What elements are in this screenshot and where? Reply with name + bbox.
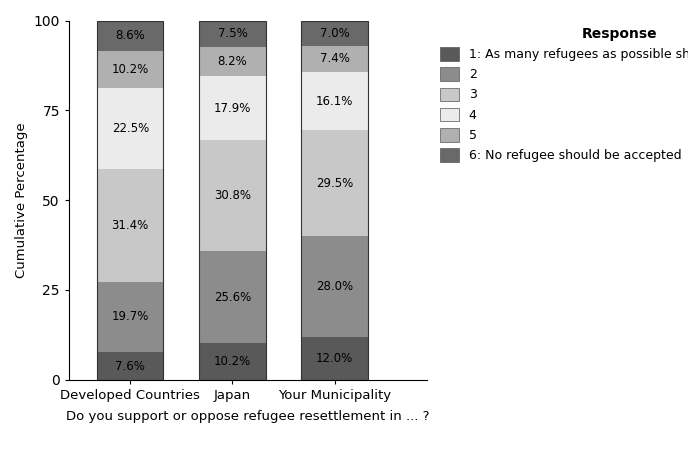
Bar: [97, 88, 164, 169]
Text: 10.2%: 10.2%: [111, 63, 149, 76]
Text: 7.6%: 7.6%: [116, 359, 145, 373]
Bar: [301, 20, 368, 380]
Text: 7.5%: 7.5%: [217, 27, 247, 40]
X-axis label: Do you support or oppose refugee resettlement in ... ?: Do you support or oppose refugee resettl…: [66, 410, 429, 423]
Bar: [301, 337, 368, 380]
Bar: [301, 20, 368, 46]
Bar: [301, 236, 368, 337]
Bar: [97, 20, 164, 51]
Bar: [97, 169, 164, 282]
Text: 25.6%: 25.6%: [214, 291, 251, 304]
Bar: [301, 72, 368, 130]
Text: 8.6%: 8.6%: [116, 30, 145, 43]
Bar: [301, 130, 368, 236]
Bar: [200, 20, 266, 47]
Text: 19.7%: 19.7%: [111, 311, 149, 324]
Bar: [200, 343, 266, 380]
Bar: [200, 251, 266, 343]
Text: 7.0%: 7.0%: [320, 26, 350, 39]
Legend: 1: As many refugees as possible should be accepted, 2, 3, 4, 5, 6: No refugee sh: 1: As many refugees as possible should b…: [440, 27, 688, 162]
Bar: [200, 76, 266, 140]
Bar: [200, 20, 266, 380]
Bar: [301, 46, 368, 72]
Text: 22.5%: 22.5%: [111, 122, 149, 135]
Text: 28.0%: 28.0%: [316, 280, 353, 293]
Bar: [97, 20, 164, 380]
Text: 10.2%: 10.2%: [214, 355, 251, 368]
Text: 16.1%: 16.1%: [316, 94, 354, 107]
Y-axis label: Cumulative Percentage: Cumulative Percentage: [15, 122, 28, 278]
Text: 29.5%: 29.5%: [316, 176, 353, 189]
Bar: [200, 47, 266, 76]
Bar: [200, 140, 266, 251]
Text: 17.9%: 17.9%: [214, 102, 251, 115]
Bar: [97, 352, 164, 380]
Bar: [97, 282, 164, 352]
Bar: [97, 51, 164, 88]
Text: 12.0%: 12.0%: [316, 351, 353, 364]
Text: 8.2%: 8.2%: [217, 55, 247, 68]
Text: 31.4%: 31.4%: [111, 219, 149, 232]
Text: 7.4%: 7.4%: [320, 52, 350, 65]
Text: 30.8%: 30.8%: [214, 189, 251, 202]
